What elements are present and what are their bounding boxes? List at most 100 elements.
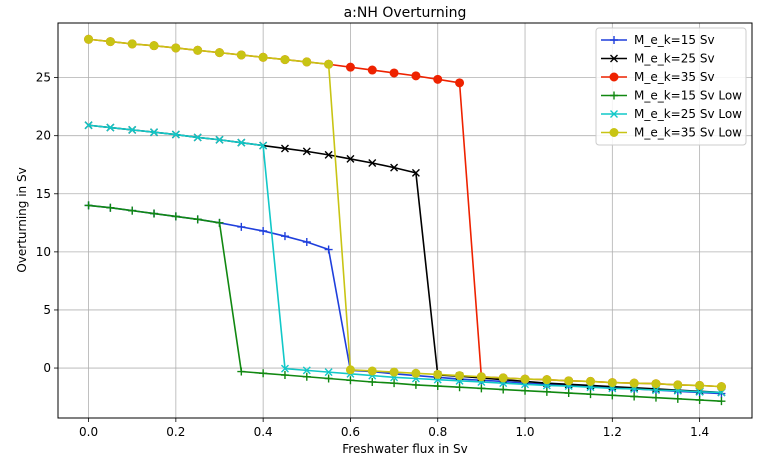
data-point [651, 386, 660, 395]
legend-item: M_e_k=15 Sv [601, 33, 715, 47]
data-point [390, 163, 399, 172]
data-point [629, 378, 639, 388]
chart-title: a:NH Overturning [344, 5, 467, 21]
data-point [237, 222, 246, 231]
series-layer [84, 34, 726, 406]
data-point [280, 364, 289, 373]
data-point [324, 374, 333, 383]
data-point [389, 367, 399, 377]
y-tick-label: 15 [36, 187, 51, 201]
data-point [498, 373, 508, 383]
data-point [630, 392, 639, 401]
series-1 [84, 121, 726, 397]
legend-box [595, 27, 747, 146]
plot-frame [57, 22, 753, 419]
data-point [346, 376, 355, 385]
legend: M_e_k=15 Sv M_e_k=25 Sv M_e_k=35 Sv M_e_k=1… [595, 27, 747, 146]
legend-item: M_e_k=35 Sv [601, 70, 715, 84]
data-point [237, 367, 246, 376]
y-tick-label: 20 [36, 129, 51, 143]
data-point [302, 237, 311, 246]
legend-item: M_e_k=35 Sv Low [601, 126, 742, 140]
data-point [411, 168, 420, 177]
data-point [215, 135, 224, 144]
data-point [455, 383, 464, 392]
legend-label: M_e_k=35 Sv [634, 70, 715, 84]
data-point [411, 380, 420, 389]
y-axis: 0 5 10 15 20 25 [36, 71, 58, 375]
series-5 [84, 34, 726, 392]
y-tick-label: 0 [43, 361, 51, 375]
data-point [259, 226, 268, 235]
legend-marker [610, 54, 618, 63]
data-point [149, 41, 159, 51]
data-point [215, 218, 224, 227]
data-point [280, 232, 289, 241]
data-point [259, 369, 268, 378]
data-point [476, 372, 486, 382]
x-tick-label: 1.0 [515, 425, 534, 439]
legend-label: M_e_k=25 Sv Low [634, 107, 742, 121]
data-point [411, 368, 421, 378]
data-point [716, 382, 726, 392]
data-point [324, 59, 334, 69]
data-point [433, 369, 443, 379]
series-line [88, 204, 722, 402]
data-point [586, 376, 596, 386]
data-point [84, 121, 93, 130]
data-point [214, 48, 224, 58]
series-3 [84, 201, 726, 406]
y-tick-label: 5 [43, 303, 51, 317]
y-tick-label: 10 [36, 245, 51, 259]
data-point [477, 384, 486, 393]
data-point [258, 52, 268, 62]
data-point [673, 380, 683, 390]
data-point [302, 366, 311, 375]
data-point [280, 55, 290, 65]
legend-marker [610, 36, 618, 44]
x-tick-label: 0.0 [79, 425, 98, 439]
data-point [607, 378, 617, 388]
x-tick-label: 1.2 [603, 425, 622, 439]
data-point [717, 397, 726, 406]
data-point [193, 215, 202, 224]
data-point [521, 386, 530, 395]
data-point [259, 141, 268, 150]
data-point [455, 78, 465, 88]
data-point [695, 380, 705, 390]
data-point [324, 368, 333, 377]
data-point [367, 65, 377, 75]
data-point [455, 371, 465, 381]
data-point [411, 71, 421, 81]
x-tick-label: 0.4 [254, 425, 273, 439]
data-point [651, 379, 661, 389]
series-line [88, 124, 722, 394]
legend-marker [610, 91, 618, 100]
data-point [564, 376, 574, 386]
x-tick-label: 0.2 [166, 425, 185, 439]
data-point [171, 212, 180, 221]
data-point [695, 395, 704, 404]
data-point [673, 394, 682, 403]
data-point [106, 123, 115, 132]
data-point [586, 390, 595, 399]
data-point [695, 387, 704, 396]
data-point [389, 68, 399, 78]
legend-marker [609, 128, 619, 137]
data-point [324, 245, 333, 254]
data-point [128, 206, 137, 215]
data-point [368, 158, 377, 167]
data-point [651, 393, 660, 402]
x-axis: 0.0 0.2 0.4 0.6 0.8 1.0 1.2 1.4 [79, 418, 709, 439]
data-point [171, 43, 181, 53]
data-point [150, 128, 159, 137]
data-point [564, 389, 573, 398]
legend-label: M_e_k=15 Sv [634, 33, 715, 47]
data-point [302, 57, 312, 67]
data-point [542, 375, 552, 385]
legend-item: M_e_k=25 Sv [601, 52, 715, 66]
data-point [368, 377, 377, 386]
legend-item: M_e_k=15 Sv Low [601, 89, 742, 103]
data-point [367, 366, 377, 376]
